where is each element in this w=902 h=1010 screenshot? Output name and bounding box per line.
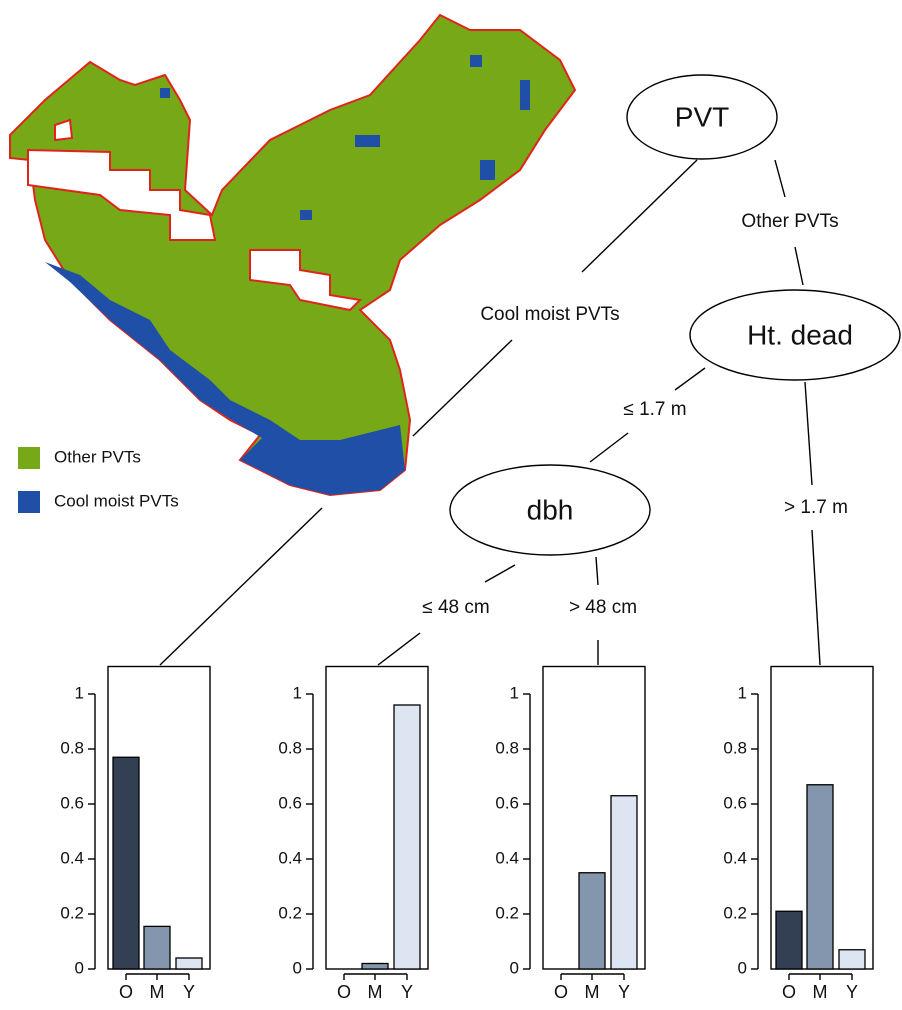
map-patch bbox=[355, 135, 380, 147]
y-tick-label: 0.8 bbox=[60, 738, 84, 757]
y-tick-label: 0 bbox=[293, 958, 302, 977]
bar bbox=[175, 957, 203, 970]
edge-label: ≤ 48 cm bbox=[422, 597, 489, 618]
edge-line bbox=[484, 564, 516, 583]
y-tick-label: 0.4 bbox=[60, 848, 84, 867]
legend-swatch bbox=[18, 447, 40, 469]
y-tick-label: 0.2 bbox=[278, 903, 302, 922]
edge-line bbox=[412, 339, 513, 437]
x-tick-label: O bbox=[337, 982, 351, 1002]
y-tick-label: 0.6 bbox=[495, 793, 519, 812]
x-tick-label: Y bbox=[846, 982, 858, 1002]
y-tick-label: 1 bbox=[75, 683, 84, 702]
bar bbox=[112, 756, 140, 970]
x-tick-label: Y bbox=[183, 982, 195, 1002]
bar-chart: 0 0.2 0.4 0.6 0.8 1 O M Y bbox=[60, 665, 211, 1002]
y-tick-label: 0.8 bbox=[278, 738, 302, 757]
node bbox=[689, 289, 901, 381]
y-tick-label: 0.2 bbox=[60, 903, 84, 922]
y-tick-label: 0.8 bbox=[495, 738, 519, 757]
map bbox=[9, 13, 577, 497]
map-hole bbox=[249, 249, 363, 312]
x-tick-label: O bbox=[782, 982, 796, 1002]
bar bbox=[578, 872, 606, 970]
x-tick-label: O bbox=[554, 982, 568, 1002]
edge-labels: Cool moist PVTs Other PVTs ≤ 1.7 m > 1.7… bbox=[422, 211, 848, 618]
edge-line bbox=[794, 246, 804, 286]
y-tick-label: 0.6 bbox=[723, 793, 747, 812]
map-patch bbox=[520, 80, 530, 110]
y-tick-label: 1 bbox=[510, 683, 519, 702]
bar bbox=[610, 795, 638, 970]
legend: Other PVTs Cool moist PVTs bbox=[18, 447, 179, 513]
bar-chart: 0 0.2 0.4 0.6 0.8 1 O M Y bbox=[278, 665, 429, 1002]
map-hole bbox=[54, 118, 74, 142]
legend-swatch bbox=[18, 491, 40, 513]
x-tick-label: Y bbox=[401, 982, 413, 1002]
bar bbox=[361, 962, 389, 970]
node-label: dbh bbox=[527, 494, 574, 525]
charts: 00.20.40.60.81O M Y00.20.40.60.81O M Y00.20.… bbox=[60, 665, 874, 1002]
node-label: Ht. dead bbox=[747, 319, 853, 350]
y-tick-label: 1 bbox=[738, 683, 747, 702]
x-tick-label: M bbox=[150, 982, 165, 1002]
y-tick-label: 0.6 bbox=[60, 793, 84, 812]
edge-label: Other PVTs bbox=[741, 211, 838, 232]
map-patch bbox=[45, 262, 405, 495]
y-tick-label: 0 bbox=[75, 958, 84, 977]
bar-chart: 0 0.2 0.4 0.6 0.8 1 O M Y bbox=[723, 665, 874, 1002]
edge-line bbox=[595, 556, 599, 586]
edge-line bbox=[674, 367, 706, 391]
node bbox=[449, 464, 651, 556]
edge-label: > 48 cm bbox=[569, 597, 637, 618]
y-tick-label: 0.4 bbox=[495, 848, 519, 867]
edge-line bbox=[774, 159, 786, 198]
x-tick-label: M bbox=[813, 982, 828, 1002]
map-patch bbox=[480, 160, 495, 180]
y-tick-label: 0.6 bbox=[278, 793, 302, 812]
bar bbox=[393, 704, 421, 970]
map-patch bbox=[160, 88, 170, 98]
edge-line bbox=[589, 432, 629, 463]
y-tick-label: 0 bbox=[510, 958, 519, 977]
y-tick-label: 1 bbox=[293, 683, 302, 702]
x-tick-label: M bbox=[585, 982, 600, 1002]
x-tick-label: Y bbox=[618, 982, 630, 1002]
map-patch bbox=[470, 55, 482, 67]
edge-line bbox=[159, 507, 323, 666]
y-tick-label: 0.4 bbox=[723, 848, 747, 867]
edge-line bbox=[377, 632, 421, 666]
edge-line bbox=[804, 381, 813, 486]
map-hole bbox=[27, 148, 217, 241]
edge-label: ≤ 1.7 m bbox=[623, 399, 686, 420]
legend-label: Other PVTs bbox=[54, 447, 141, 466]
legend-label: Cool moist PVTs bbox=[54, 491, 179, 510]
bar-chart: 0 0.2 0.4 0.6 0.8 1 O M Y bbox=[495, 665, 646, 1002]
tree-nodes: PVT Ht. dead dbh bbox=[449, 74, 901, 556]
y-tick-label: 0.8 bbox=[723, 738, 747, 757]
y-tick-label: 0 bbox=[738, 958, 747, 977]
x-tick-label: O bbox=[119, 982, 133, 1002]
edge-label: > 1.7 m bbox=[784, 497, 848, 518]
edge-label: Cool moist PVTs bbox=[480, 304, 619, 325]
x-tick-label: M bbox=[368, 982, 383, 1002]
bar bbox=[838, 949, 866, 970]
edge-line bbox=[581, 159, 698, 273]
node-label: PVT bbox=[675, 101, 729, 132]
bar bbox=[806, 784, 834, 970]
bar bbox=[143, 925, 171, 970]
tree-edges bbox=[159, 159, 821, 666]
edge-line bbox=[811, 529, 821, 666]
bar bbox=[775, 910, 803, 970]
map-patch bbox=[300, 210, 312, 220]
y-tick-label: 0.2 bbox=[723, 903, 747, 922]
y-tick-label: 0.2 bbox=[495, 903, 519, 922]
y-tick-label: 0.4 bbox=[278, 848, 302, 867]
node bbox=[626, 74, 778, 160]
